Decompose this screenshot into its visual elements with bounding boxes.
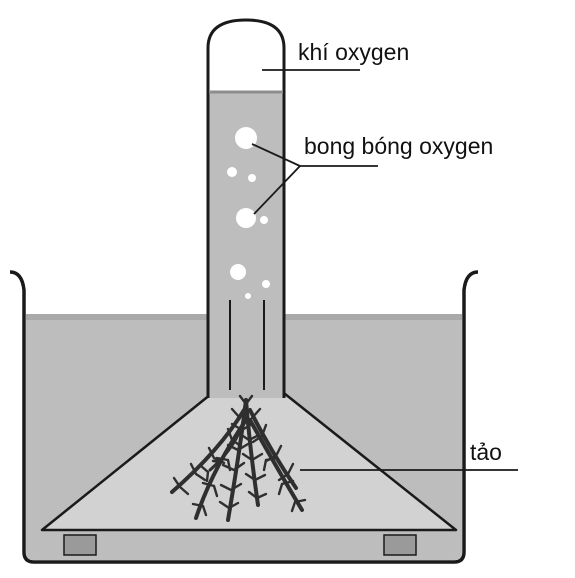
oxygen-bubble [236, 208, 256, 228]
leader-bubbles [251, 143, 378, 215]
oxygen-bubble [227, 167, 237, 177]
oxygen-bubble [262, 280, 270, 288]
oxygen-bubble [248, 174, 256, 182]
support-right [383, 534, 417, 556]
label-algae: tảo [470, 439, 502, 465]
algae-plant [170, 394, 307, 522]
oxygen-bubble [245, 293, 251, 299]
oxygen-bubble [230, 264, 246, 280]
oxygen-bubble [235, 127, 257, 149]
label-oxygen-bubbles: bong bóng oxygen [304, 133, 493, 159]
oxygen-bubble [260, 216, 268, 224]
support-left [63, 534, 97, 556]
beaker-outline [9, 270, 479, 564]
label-oxygen-gas: khí oxygen [298, 39, 409, 65]
